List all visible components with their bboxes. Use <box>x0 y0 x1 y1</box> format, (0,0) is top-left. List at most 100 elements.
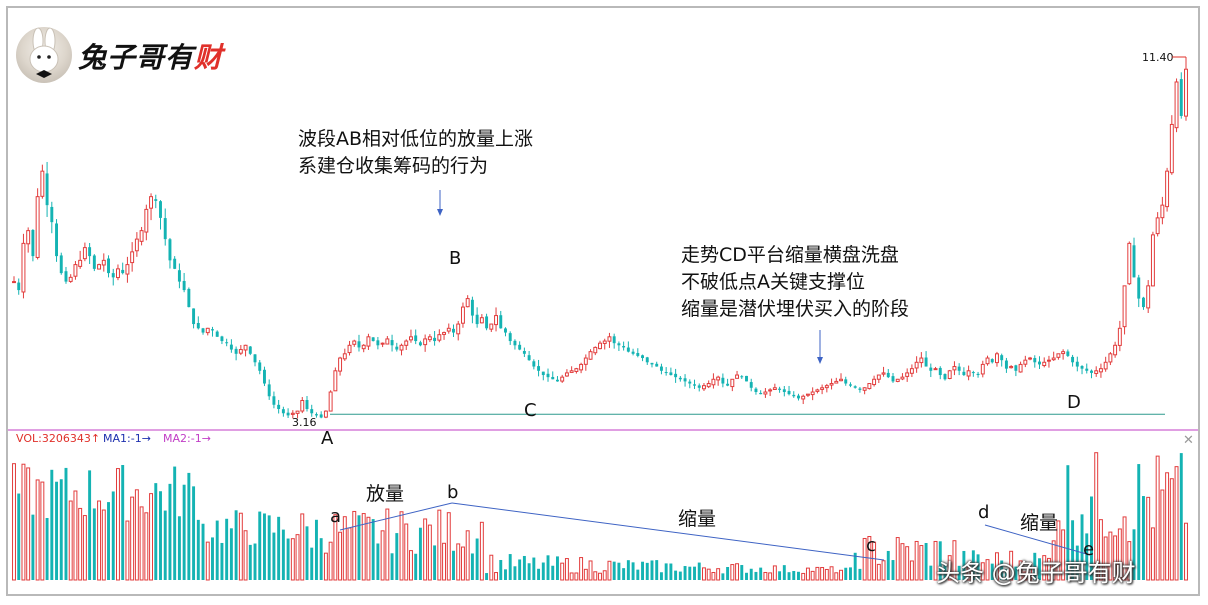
candle-body <box>88 247 92 257</box>
volume-bar <box>588 560 593 581</box>
candle-body <box>111 273 115 278</box>
volume-bar <box>976 554 980 580</box>
volume-bar <box>560 562 565 581</box>
candle-body <box>556 379 559 382</box>
candle-body <box>229 344 233 350</box>
volume-bar <box>107 502 110 580</box>
volume-bar <box>1103 536 1108 581</box>
volume-bar <box>475 538 479 580</box>
volume-bar <box>895 537 900 581</box>
volume-bar <box>347 527 352 581</box>
close-icon[interactable]: ✕ <box>1183 433 1194 448</box>
candle-body <box>711 378 716 386</box>
volume-bar <box>338 531 343 581</box>
volume-bar <box>82 515 87 581</box>
min-price-label: 3.16 <box>292 416 317 429</box>
volume-bar <box>636 569 640 580</box>
candle-body <box>820 387 825 390</box>
candle-body <box>390 340 394 346</box>
candle-body <box>352 340 357 345</box>
volume-bar <box>159 491 162 580</box>
candle-body <box>759 392 763 395</box>
volume-bar <box>829 566 834 581</box>
candle-body <box>909 368 914 374</box>
candle-body <box>735 374 740 379</box>
volume-bar <box>1146 496 1151 581</box>
volume-bar <box>40 481 45 581</box>
volume-bar <box>92 508 96 580</box>
point-label-A: A <box>321 428 334 449</box>
candle-body <box>475 314 479 325</box>
candle-body <box>40 170 45 197</box>
volume-bar <box>612 561 616 580</box>
candle-body <box>541 371 545 376</box>
volume-bar <box>693 566 696 580</box>
candle-body <box>749 382 753 388</box>
volume-bar <box>1018 560 1023 581</box>
candle-body <box>929 367 933 371</box>
candle-body <box>1014 365 1018 371</box>
volume-bar <box>187 472 191 580</box>
candle-body <box>504 328 507 333</box>
volume-bar <box>876 563 881 581</box>
candle-body <box>465 298 470 308</box>
chart-frame <box>6 6 1200 596</box>
volume-bar <box>305 526 309 580</box>
candle-body <box>414 335 418 342</box>
volume-bar <box>1004 569 1008 580</box>
candle-body <box>650 362 654 365</box>
volume-bar <box>68 500 73 581</box>
volume-bar <box>546 555 550 580</box>
volume-bar <box>778 571 782 580</box>
volume-bar <box>300 513 305 581</box>
volume-bar <box>763 571 768 581</box>
volume-bar <box>125 520 130 581</box>
candle-body <box>187 288 191 308</box>
volume-bar <box>357 515 361 580</box>
candle-body <box>347 344 352 354</box>
candle-body <box>342 353 347 360</box>
volume-bar <box>361 513 366 581</box>
candle-body <box>872 378 877 386</box>
candle-body <box>659 366 663 371</box>
volume-bar <box>820 567 825 581</box>
volume-bar <box>659 572 663 580</box>
candle-body <box>1169 123 1174 174</box>
volume-bar <box>163 510 167 580</box>
candle-body <box>159 201 162 218</box>
volume-bar <box>437 509 442 581</box>
candle-body <box>588 351 593 360</box>
candle-body <box>957 366 961 371</box>
candle-body <box>295 410 300 414</box>
trend-line-bc <box>451 502 885 561</box>
candle-body <box>1056 353 1061 358</box>
candle-body <box>418 342 422 346</box>
volume-annotation: 缩量 <box>678 508 716 530</box>
volume-bar <box>805 567 810 581</box>
volume-bar <box>532 557 536 580</box>
volume-bar <box>593 571 598 581</box>
candle-body <box>1000 355 1004 361</box>
volume-bar <box>470 553 474 580</box>
ma1-legend: MA1:-1→ <box>103 432 151 445</box>
candle-body <box>862 387 867 391</box>
volume-bar <box>154 483 158 580</box>
volume-series <box>12 452 1188 581</box>
candle-body <box>1127 242 1132 285</box>
candle-body <box>277 404 281 410</box>
volume-bar <box>380 530 385 581</box>
candle-body <box>286 412 290 416</box>
volume-bar <box>17 493 21 580</box>
candle-body <box>45 173 49 206</box>
candle-body <box>824 385 829 389</box>
candle-body <box>1004 360 1008 369</box>
candle-body <box>919 357 924 364</box>
max-price-label: 11.40 <box>1142 51 1174 64</box>
volume-bar <box>1000 560 1004 580</box>
candle-body <box>357 341 361 348</box>
volume-bar <box>1080 514 1084 580</box>
volume-point-label-a: a <box>330 506 341 527</box>
candle-body <box>64 271 68 282</box>
candle-body <box>782 389 786 393</box>
candle-body <box>1179 79 1183 116</box>
